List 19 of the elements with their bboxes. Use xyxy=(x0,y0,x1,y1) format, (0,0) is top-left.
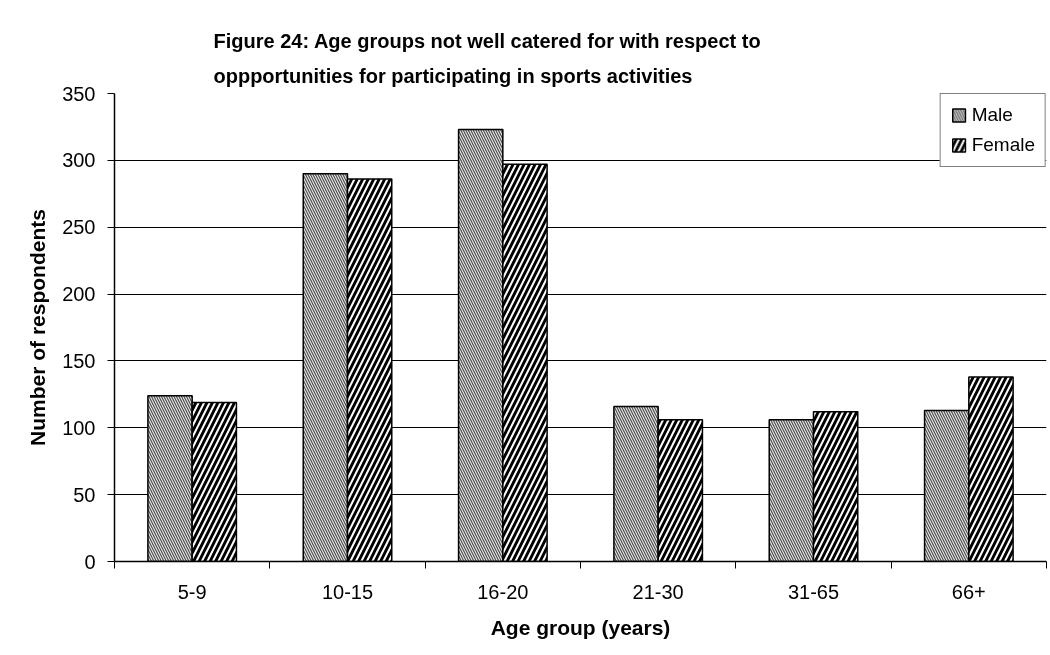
y-axis-title: Number of respondents xyxy=(26,209,50,446)
x-tick-label: 31-65 xyxy=(787,580,840,603)
y-tick-label: 250 xyxy=(62,216,96,239)
legend-label: Male xyxy=(971,104,1013,126)
x-axis-title: Age group (years) xyxy=(490,615,671,639)
x-tick-label: 21-30 xyxy=(632,580,684,603)
y-tick-label: 100 xyxy=(62,416,96,439)
chart-title: Figure 24: Age groups not well catered for with respect to oppportunities for participating in sports activities xyxy=(213,30,761,88)
x-tick-label: 5-9 xyxy=(177,580,207,603)
x-tick-label: 10-15 xyxy=(321,580,374,603)
y-tick-label: 50 xyxy=(73,483,96,506)
y-tick-label: 350 xyxy=(62,82,96,105)
y-tick-label: 150 xyxy=(62,349,96,372)
y-tick-label: 0 xyxy=(84,550,96,573)
x-tick-label: 66+ xyxy=(951,580,986,603)
legend-label: Female xyxy=(971,134,1035,156)
y-tick-label: 200 xyxy=(62,283,96,306)
x-tick-label: 16-20 xyxy=(477,580,529,603)
y-tick-label: 300 xyxy=(62,149,96,172)
